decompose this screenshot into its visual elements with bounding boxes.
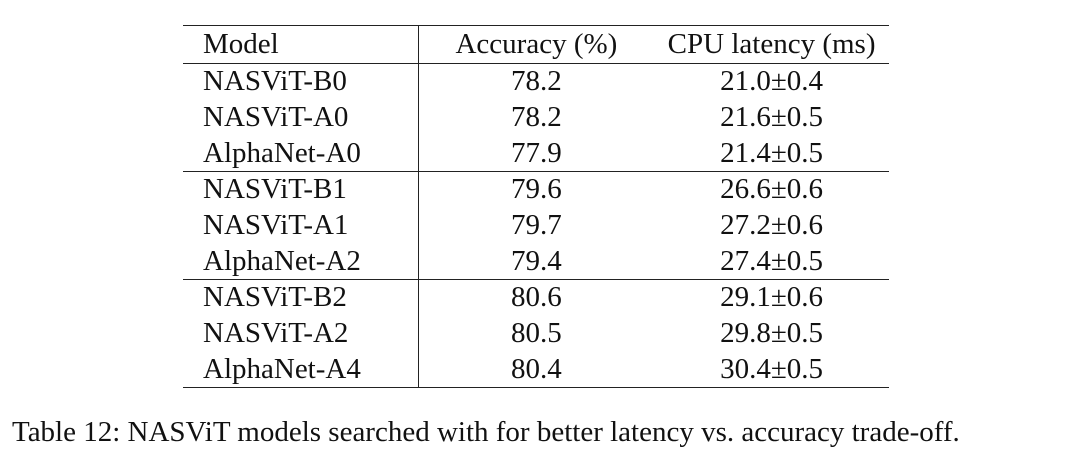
cell-model: AlphaNet-A2 — [183, 243, 419, 281]
table-row: AlphaNet-A4 80.4 30.4±0.5 — [183, 351, 889, 389]
table-row: NASViT-A0 78.2 21.6±0.5 — [183, 99, 889, 136]
cell-model: AlphaNet-A0 — [183, 135, 419, 173]
cell-accuracy: 77.9 — [418, 135, 655, 173]
table-body: NASViT-B0 78.2 21.0±0.4 NASViT-A0 78.2 2… — [183, 63, 889, 389]
cell-accuracy: 78.2 — [511, 101, 562, 134]
cell-model: NASViT-A1 — [183, 207, 419, 244]
cell-latency: 27.2±0.6 — [720, 209, 824, 242]
cell-latency: 21.6±0.5 — [720, 101, 824, 134]
cell-latency: 30.4±0.5 — [654, 351, 889, 389]
cell-accuracy: 80.5 — [511, 317, 562, 350]
header-latency: CPU latency (ms) — [654, 25, 889, 64]
cell-model: NASViT-B2 — [183, 279, 419, 316]
table-row: AlphaNet-A0 77.9 21.4±0.5 — [183, 135, 889, 173]
results-table-container: Model Accuracy (%) CPU latency (ms) NASV… — [183, 25, 889, 389]
cell-latency: 29.8±0.5 — [720, 317, 824, 350]
cell-model: AlphaNet-A4 — [183, 351, 419, 389]
cell-accuracy: 80.6 — [511, 281, 562, 314]
cell-latency: 26.6±0.6 — [720, 173, 824, 206]
cell-model: NASViT-A2 — [183, 315, 419, 352]
cell-model: NASViT-A0 — [183, 99, 419, 136]
cell-accuracy: 78.2 — [511, 65, 562, 98]
cell-model: NASViT-B0 — [183, 63, 419, 100]
header-row: Model Accuracy (%) CPU latency (ms) — [183, 25, 889, 64]
table-header: Model Accuracy (%) CPU latency (ms) — [183, 25, 889, 64]
cell-accuracy: 80.4 — [418, 351, 655, 389]
table-row: NASViT-B0 78.2 21.0±0.4 — [183, 63, 889, 100]
table-caption: Table 12: NASViT models searched with fo… — [12, 416, 960, 448]
cell-accuracy: 79.6 — [511, 173, 562, 206]
cell-latency: 29.1±0.6 — [720, 281, 824, 314]
table-row: NASViT-B1 79.6 26.6±0.6 — [183, 171, 889, 208]
latency-accuracy-table: Model Accuracy (%) CPU latency (ms) NASV… — [183, 25, 889, 389]
table-row: AlphaNet-A2 79.4 27.4±0.5 — [183, 243, 889, 281]
header-model: Model — [183, 25, 419, 64]
table-row: NASViT-B2 80.6 29.1±0.6 — [183, 279, 889, 316]
cell-latency: 27.4±0.5 — [654, 243, 889, 281]
table-row: NASViT-A1 79.7 27.2±0.6 — [183, 207, 889, 244]
cell-accuracy: 79.4 — [418, 243, 655, 281]
header-accuracy: Accuracy (%) — [418, 25, 655, 64]
cell-latency: 21.4±0.5 — [654, 135, 889, 173]
cell-accuracy: 79.7 — [511, 209, 562, 242]
cell-latency: 21.0±0.4 — [720, 65, 824, 98]
table-row: NASViT-A2 80.5 29.8±0.5 — [183, 315, 889, 352]
cell-model: NASViT-B1 — [183, 171, 419, 208]
